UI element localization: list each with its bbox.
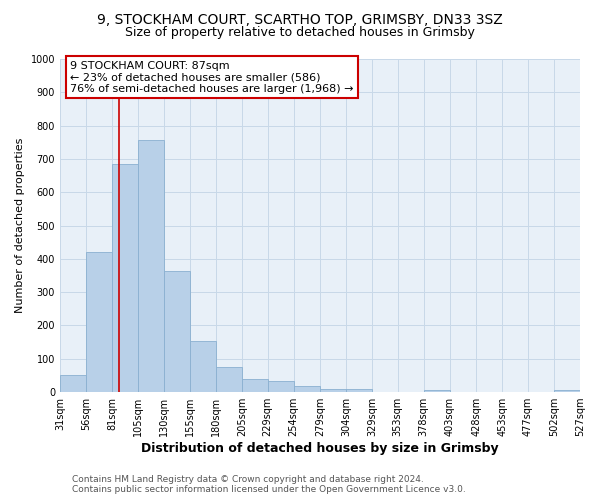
Text: Contains HM Land Registry data © Crown copyright and database right 2024.: Contains HM Land Registry data © Crown c…	[72, 475, 424, 484]
Text: Contains public sector information licensed under the Open Government Licence v3: Contains public sector information licen…	[72, 485, 466, 494]
Bar	[424, 390, 450, 392]
Bar	[60, 375, 86, 392]
Bar	[112, 164, 137, 392]
Bar	[554, 390, 580, 392]
Bar	[216, 367, 242, 392]
Bar	[190, 342, 216, 392]
Bar	[242, 379, 268, 392]
Bar	[86, 252, 112, 392]
Text: Size of property relative to detached houses in Grimsby: Size of property relative to detached ho…	[125, 26, 475, 39]
Bar	[137, 140, 164, 392]
Bar	[268, 381, 294, 392]
Bar	[320, 389, 346, 392]
Bar	[294, 386, 320, 392]
Bar	[164, 271, 190, 392]
Text: 9 STOCKHAM COURT: 87sqm
← 23% of detached houses are smaller (586)
76% of semi-d: 9 STOCKHAM COURT: 87sqm ← 23% of detache…	[70, 60, 354, 94]
Text: 9, STOCKHAM COURT, SCARTHO TOP, GRIMSBY, DN33 3SZ: 9, STOCKHAM COURT, SCARTHO TOP, GRIMSBY,…	[97, 12, 503, 26]
X-axis label: Distribution of detached houses by size in Grimsby: Distribution of detached houses by size …	[141, 442, 499, 455]
Bar	[346, 389, 373, 392]
Y-axis label: Number of detached properties: Number of detached properties	[15, 138, 25, 313]
